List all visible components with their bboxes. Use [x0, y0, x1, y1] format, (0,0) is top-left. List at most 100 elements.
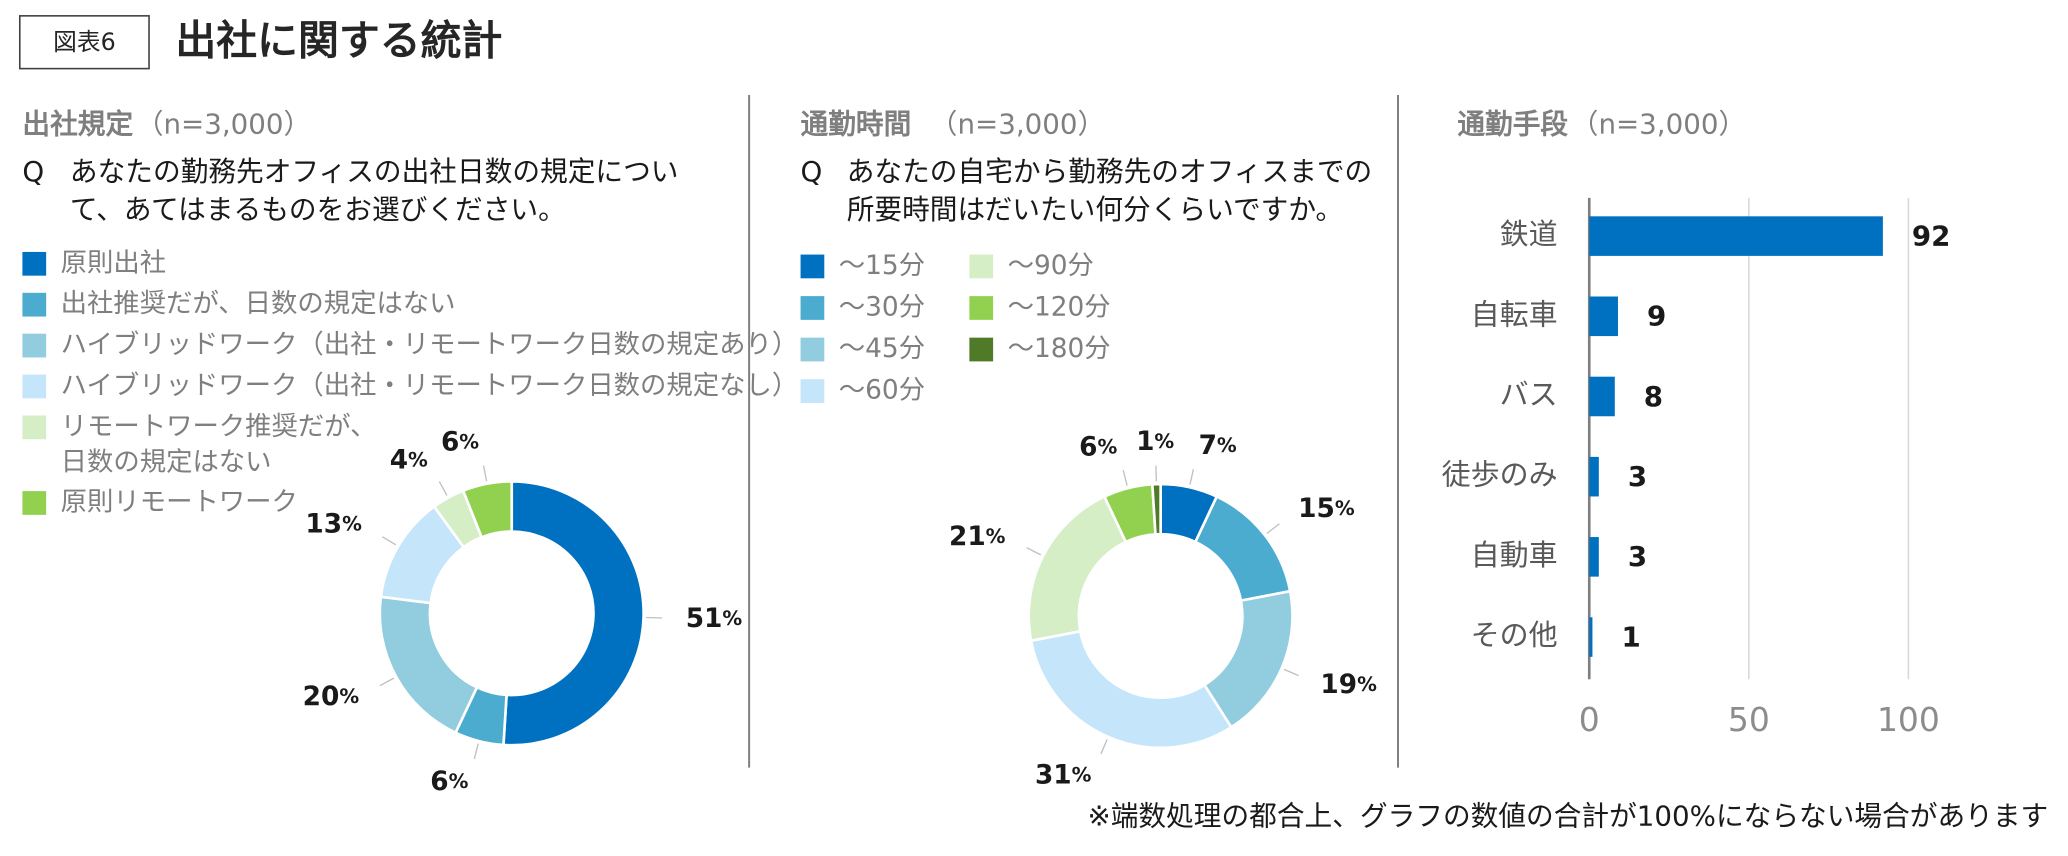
- bar: [1589, 537, 1599, 577]
- question-marker: Q: [22, 155, 44, 188]
- value-suffix: %: [1072, 763, 1092, 786]
- leader-line: [1189, 469, 1195, 485]
- value-suffix: %: [449, 769, 469, 792]
- value-label: 7%: [1199, 431, 1237, 461]
- x-tick-label: 100: [1877, 700, 1940, 739]
- legend-swatch: [22, 292, 47, 317]
- value-number: 6: [430, 766, 448, 796]
- value-label: 3: [1628, 540, 1647, 573]
- value-label: 6%: [430, 766, 468, 796]
- value-suffix: %: [1154, 429, 1174, 452]
- value-number: 4: [390, 445, 408, 475]
- leader-line: [473, 743, 479, 760]
- question: あなたの勤務先オフィスの出社日数の規定につい: [70, 155, 679, 188]
- leader-line: [381, 536, 397, 546]
- legend-swatch: [22, 415, 47, 440]
- badge: 図表6: [53, 28, 116, 56]
- value-number: 31: [1035, 760, 1072, 790]
- value-number: 13: [305, 509, 342, 539]
- value-label: 13%: [305, 509, 362, 539]
- value-number: 15: [1298, 494, 1335, 524]
- legend-swatch: [969, 337, 994, 362]
- x-tick-label: 0: [1579, 700, 1600, 739]
- category-label: 自転車: [1471, 297, 1558, 331]
- sample-note: （n=3,000）: [930, 107, 1105, 140]
- legend-swatch: [969, 254, 994, 279]
- legend-label: ～15分: [839, 251, 925, 281]
- legend-label: 原則出社: [61, 248, 166, 278]
- slice: [1027, 494, 1128, 643]
- legend-label: ～90分: [1008, 251, 1094, 281]
- footnote: ※端数処理の都合上、グラフの数値の合計が100%にならない場合があります: [1088, 800, 2049, 833]
- category-label: 鉄道: [1500, 217, 1558, 251]
- bar: [1589, 216, 1883, 256]
- leader-line: [1266, 523, 1280, 535]
- leader-line: [379, 677, 395, 687]
- value-number: 20: [303, 682, 340, 712]
- leader-line: [1100, 739, 1108, 755]
- legend-swatch: [800, 296, 825, 320]
- legend-label: ～45分: [839, 334, 925, 364]
- value-label: 51%: [686, 603, 743, 633]
- bar: [1589, 456, 1599, 497]
- value-number: 7: [1199, 431, 1217, 461]
- category-label: バス: [1500, 377, 1558, 411]
- question: 所要時間はだいたい何分くらいですか。: [847, 193, 1343, 226]
- legend-swatch: [800, 337, 825, 362]
- value-label: 4%: [390, 445, 428, 475]
- value-number: 6: [1079, 432, 1097, 462]
- value-label: 92: [1912, 219, 1951, 252]
- leader-line: [482, 465, 488, 482]
- chart-title: 通勤時間: [801, 107, 912, 140]
- category-label: その他: [1471, 618, 1558, 652]
- category-label: 自動車: [1471, 538, 1558, 572]
- sample-note: （n=3,000）: [1571, 107, 1746, 140]
- chart-heading: 出社規定 （n=3,000）: [22, 107, 311, 140]
- chart-title: 通勤手段: [1457, 107, 1568, 140]
- value-suffix: %: [1357, 673, 1377, 696]
- slice: [461, 480, 514, 539]
- legend-swatch: [800, 254, 825, 279]
- legend-swatch: [22, 333, 47, 358]
- value-number: 51: [686, 603, 723, 633]
- value-suffix: %: [1335, 497, 1355, 520]
- value-label: 15%: [1298, 494, 1355, 524]
- value-number: 1: [1136, 426, 1154, 456]
- value-label: 1%: [1136, 426, 1174, 456]
- legend-swatch: [22, 251, 47, 276]
- chart-title: 出社規定: [22, 107, 133, 140]
- value-label: 31%: [1035, 760, 1092, 790]
- value-number: 6: [441, 427, 459, 457]
- legend-label: 出社推奨だが、日数の規定はない: [61, 289, 456, 319]
- value-label: 6%: [1079, 432, 1117, 462]
- slice: [1150, 482, 1162, 536]
- value-label: 1: [1621, 620, 1640, 653]
- value-suffix: %: [339, 685, 359, 708]
- bar: [1589, 376, 1615, 417]
- value-label: 6%: [441, 427, 479, 457]
- sample-note: （n=3,000）: [136, 107, 311, 140]
- question: あなたの自宅から勤務先のオフィスまでの: [847, 155, 1373, 188]
- legend-label: リモートワーク推奨だが、: [61, 412, 377, 442]
- legend-swatch: [969, 296, 994, 320]
- legend-swatch: [800, 379, 825, 403]
- legend-swatch: [22, 374, 47, 399]
- legend-label: ～60分: [839, 376, 925, 406]
- legend-label: ～180分: [1008, 334, 1111, 364]
- leader-line: [1122, 470, 1128, 486]
- value-suffix: %: [722, 606, 742, 629]
- value-label: 20%: [303, 682, 360, 712]
- legend-label: ハイブリッドワーク（出社・リモートワーク日数の規定なし）: [61, 371, 799, 401]
- value-suffix: %: [459, 430, 479, 453]
- value-suffix: %: [1217, 434, 1237, 457]
- leader-line: [1026, 547, 1042, 556]
- question: て、あてはまるものをお選びください。: [70, 193, 566, 226]
- slice: [378, 595, 479, 735]
- badge-box: [18, 15, 150, 70]
- legend-label: ～120分: [1008, 292, 1111, 322]
- value-label: 9: [1647, 300, 1666, 333]
- bar: [1589, 617, 1593, 657]
- value-label: 8: [1644, 380, 1663, 413]
- value-suffix: %: [408, 448, 428, 471]
- value-label: 19%: [1320, 670, 1377, 700]
